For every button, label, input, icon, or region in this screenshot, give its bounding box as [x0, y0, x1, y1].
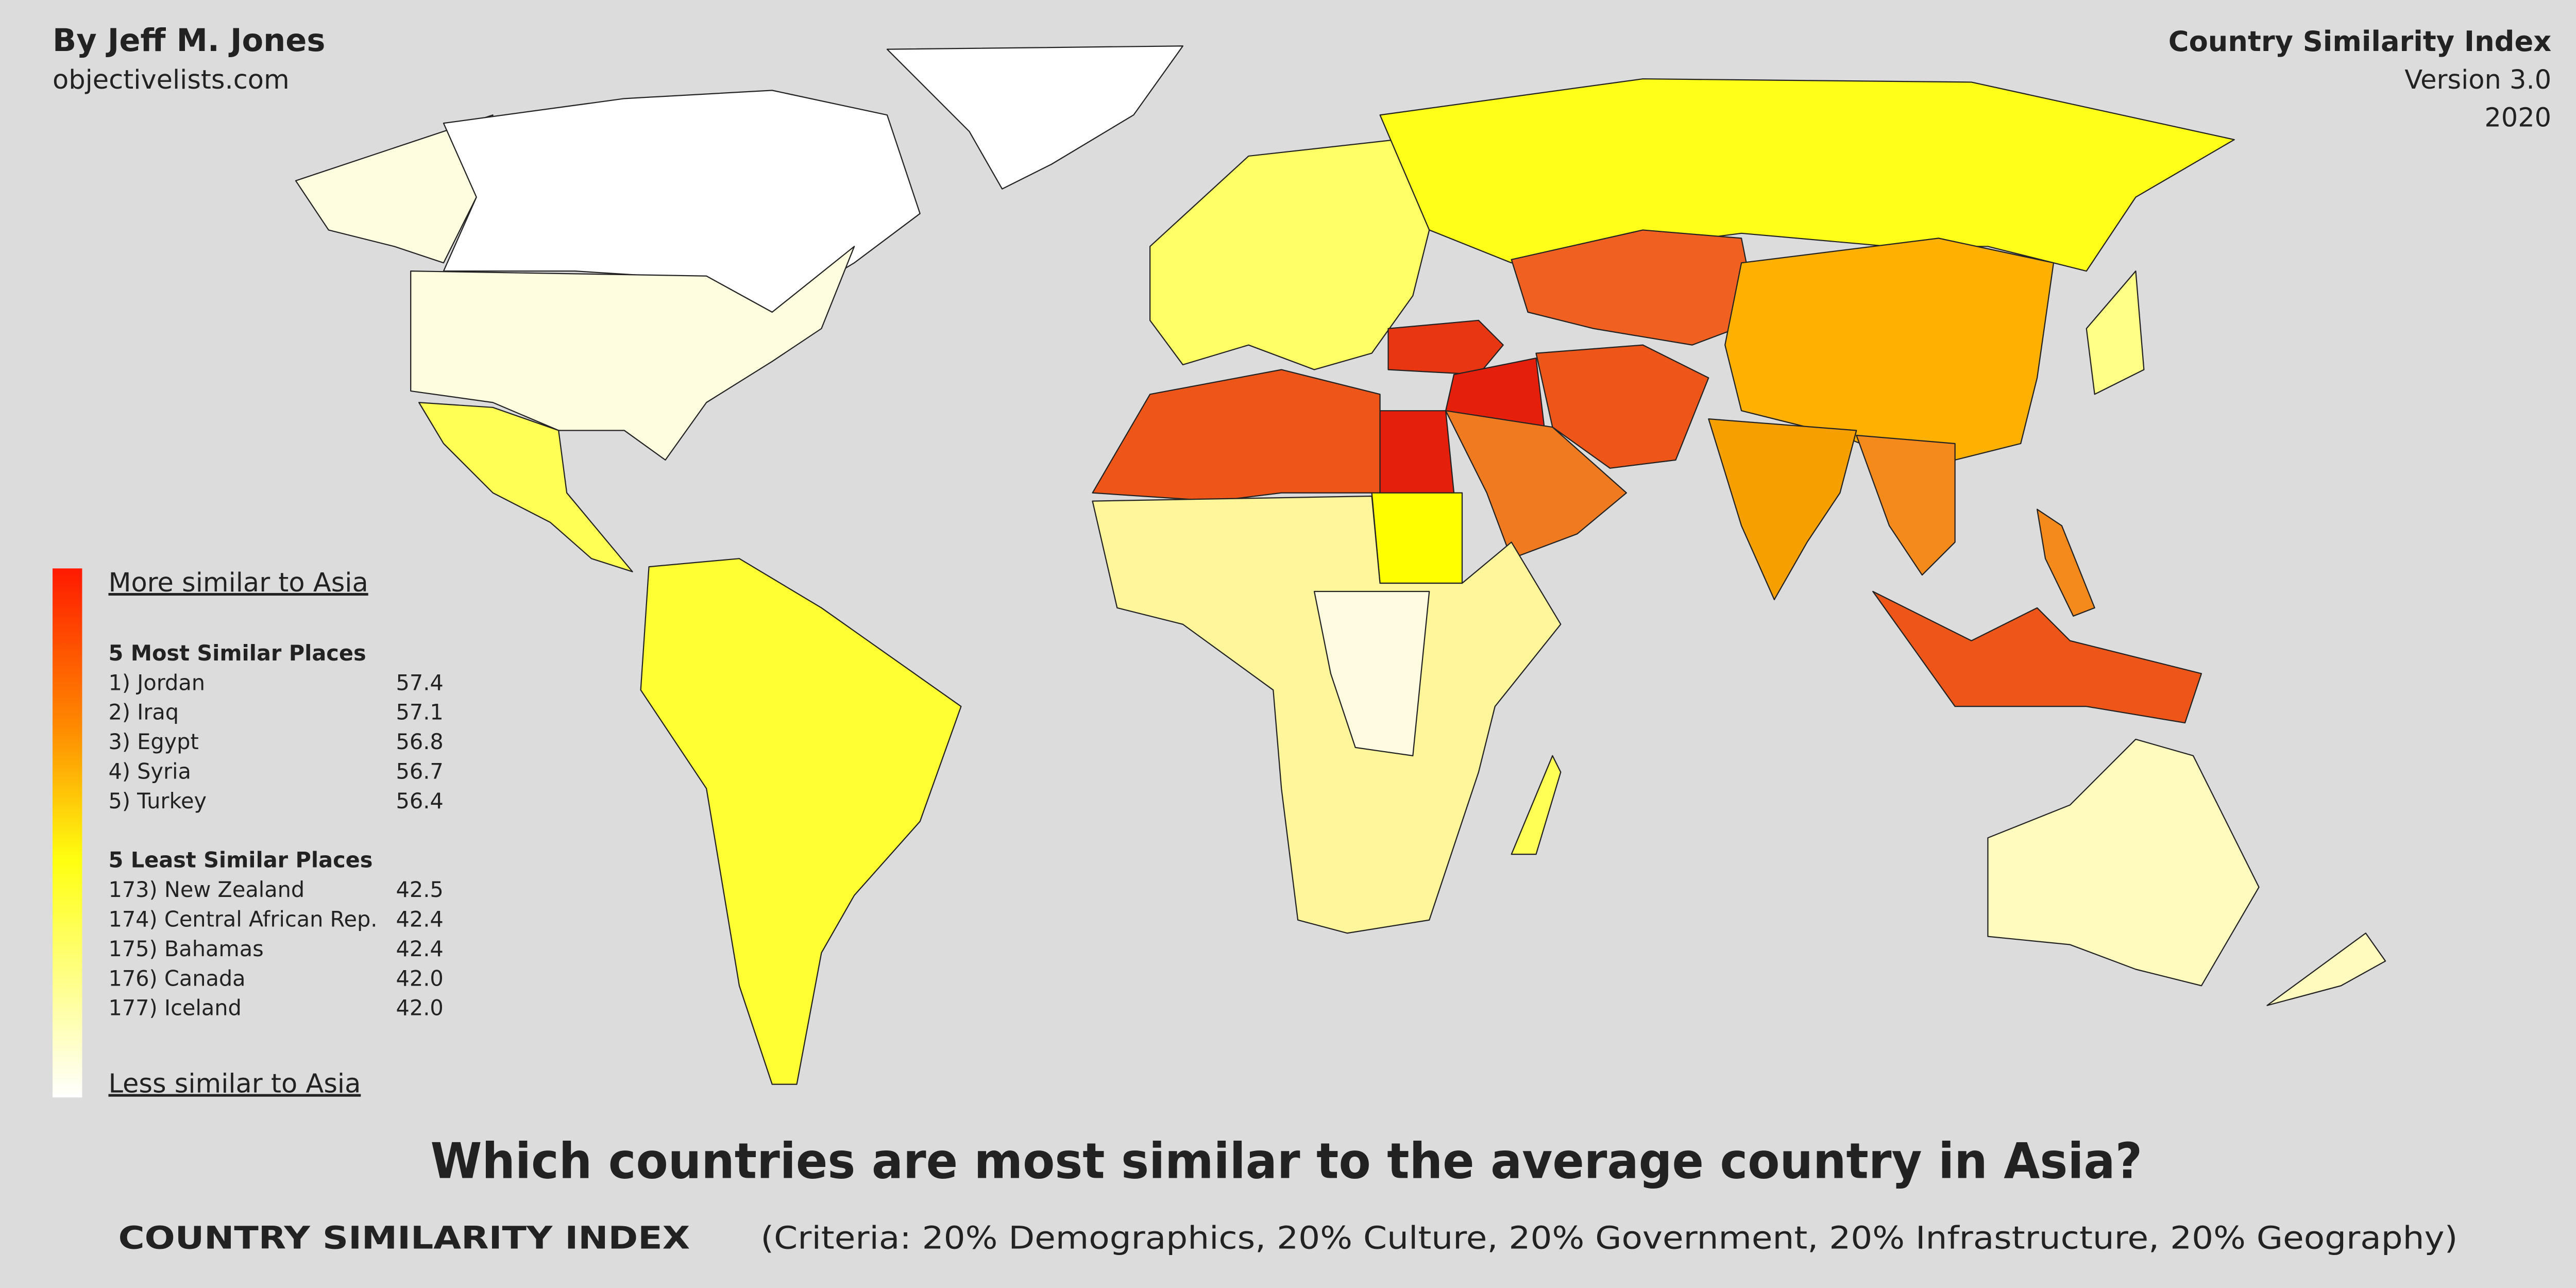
legend-heading: 5 Least Similar Places — [108, 848, 372, 873]
sudan — [1371, 492, 1463, 584]
entry-label: 5) Turkey — [108, 789, 207, 814]
entry-label: 175) Bahamas — [108, 937, 263, 961]
entry-label: 4) Syria — [108, 759, 191, 784]
entry-value: 57.1 — [396, 700, 443, 725]
japan-korea — [2086, 270, 2145, 395]
arabia — [1445, 410, 1628, 560]
entry-label: 1) Jordan — [108, 670, 205, 695]
entry-label: 176) Canada — [108, 966, 245, 991]
south-america — [640, 558, 962, 1085]
legend-bottom: Less similar to Asia — [108, 1069, 361, 1099]
entry-value: 42.4 — [396, 937, 443, 961]
central-america — [418, 402, 633, 572]
entry-label: 3) Egypt — [108, 730, 198, 754]
legend-entries: 1) Jordan 57.4 2) Iraq 57.1 3) Egypt 56.8 4) S… — [108, 670, 443, 1020]
entry-value: 42.4 — [396, 907, 443, 931]
indonesia — [1872, 590, 2202, 724]
version: Version 3.0 — [2404, 65, 2551, 95]
philippines — [2036, 509, 2095, 617]
entry-value: 56.7 — [396, 759, 443, 784]
legend-heading: 5 Most Similar Places — [108, 641, 366, 666]
alaska — [295, 114, 494, 264]
site: objectivelists.com — [53, 65, 290, 95]
madagascar — [1511, 755, 1562, 855]
entry-value: 42.0 — [396, 996, 443, 1021]
world-map — [295, 45, 2386, 1085]
year: 2020 — [2484, 103, 2551, 133]
central-asia — [1511, 229, 1759, 346]
color-scale — [53, 568, 82, 1098]
entry-label: 177) Iceland — [108, 996, 241, 1021]
europe — [1149, 139, 1430, 370]
entry-value: 56.4 — [396, 789, 443, 814]
entry-label: 174) Central African Rep. — [108, 907, 377, 931]
entry-value: 57.4 — [396, 670, 443, 695]
turkey — [1387, 319, 1504, 376]
usa — [410, 246, 855, 461]
china — [1724, 238, 2055, 469]
entry-value: 56.8 — [396, 730, 443, 754]
main-title: Which countries are most similar to the … — [430, 1132, 2142, 1190]
entry-label: 2) Iraq — [108, 700, 179, 725]
indochina — [1856, 434, 1956, 576]
egypt — [1379, 410, 1455, 494]
index-title: Country Similarity Index — [2168, 25, 2551, 58]
entry-label: 173) New Zealand — [108, 877, 304, 902]
criteria: (Criteria: 20% Demographics, 20% Culture… — [760, 1220, 2458, 1256]
legend-top: More similar to Asia — [108, 568, 368, 598]
author: By Jeff M. Jones — [53, 23, 325, 59]
india — [1708, 418, 1857, 601]
central-africa — [1313, 590, 1430, 756]
australia — [1987, 738, 2260, 987]
greenland — [886, 45, 1184, 190]
sub-saharan-africa — [1092, 495, 1562, 934]
entry-value: 42.5 — [396, 877, 443, 902]
new-zealand — [2266, 933, 2386, 1006]
index-name: COUNTRY SIMILARITY INDEX — [118, 1220, 690, 1256]
entry-value: 42.0 — [396, 966, 443, 991]
